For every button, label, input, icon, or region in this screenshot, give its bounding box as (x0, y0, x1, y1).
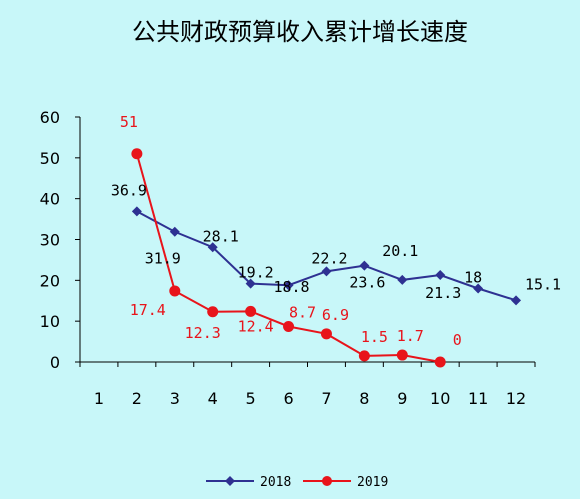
x-tick-label: 5 (246, 389, 256, 408)
data-label-2019: 17.4 (130, 301, 166, 319)
x-tick-label: 9 (397, 389, 407, 408)
legend-label-2019: 2019 (357, 475, 388, 490)
data-label-2018: 15.1 (525, 275, 561, 293)
x-tick-label: 7 (321, 389, 331, 408)
point-2019 (396, 349, 408, 361)
point-2019 (245, 305, 257, 317)
data-label-2019: 51 (120, 113, 138, 131)
point-2018 (473, 283, 484, 294)
point-2018 (207, 242, 218, 253)
x-tick-label: 8 (359, 389, 369, 408)
x-tick-label: 11 (468, 389, 488, 408)
y-tick-label: 50 (40, 149, 60, 168)
point-2019 (320, 328, 332, 340)
data-label-2018: 19.2 (238, 264, 274, 282)
point-2018 (131, 206, 142, 217)
data-label-2018: 36.9 (111, 181, 147, 199)
legend-label-2018: 2018 (260, 475, 291, 490)
x-tick-label: 4 (208, 389, 218, 408)
y-tick-label: 60 (40, 108, 60, 127)
x-tick-label: 1 (94, 389, 104, 408)
data-label-2018: 23.6 (349, 274, 385, 292)
y-tick-label: 10 (40, 312, 60, 331)
point-2018 (283, 280, 294, 291)
x-tick-label: 6 (283, 389, 293, 408)
data-label-2018: 18.8 (273, 278, 309, 296)
y-tick-label: 20 (40, 271, 60, 290)
point-2018 (397, 274, 408, 285)
point-2018 (169, 226, 180, 237)
series-layer (131, 148, 522, 368)
data-label-2018: 20.1 (382, 242, 418, 260)
point-2019 (207, 306, 219, 318)
point-2019 (434, 356, 446, 368)
data-label-2018: 21.3 (425, 284, 461, 302)
data-label-2019: 1.5 (361, 328, 388, 346)
legend-marker-2018 (225, 476, 235, 486)
data-labels: 36.9 31.9 28.1 19.218.822.223.6 20.1 21.318 15… (111, 113, 561, 349)
point-2018 (511, 295, 522, 306)
point-2019 (283, 320, 295, 332)
data-label-2019: 12.3 (185, 324, 221, 342)
x-tick-label: 12 (506, 389, 526, 408)
y-tick-label: 30 (40, 231, 60, 250)
point-2019 (358, 350, 370, 362)
data-label-2018: 18 (464, 269, 482, 287)
data-label-2019: 6.9 (322, 306, 349, 324)
x-tick-label: 3 (170, 389, 180, 408)
legend: 2018 2019 (206, 475, 388, 490)
point-2019 (131, 148, 143, 160)
point-2018 (359, 260, 370, 271)
data-label-2019: 12.4 (238, 317, 274, 335)
y-tick-label: 40 (40, 190, 60, 209)
point-2019 (169, 285, 181, 297)
data-label-2019: 8.7 (289, 303, 316, 321)
data-label-2018: 31.9 (145, 250, 181, 268)
point-2018 (435, 270, 446, 281)
legend-marker-2019 (322, 476, 332, 486)
y-tick-label: 0 (50, 353, 60, 372)
x-tick-label: 2 (132, 389, 142, 408)
data-label-2019: 0 (453, 331, 462, 349)
data-label-2018: 28.1 (203, 227, 239, 245)
point-2018 (321, 266, 332, 277)
data-label-2019: 1.7 (397, 327, 424, 345)
point-2018 (245, 278, 256, 289)
x-tick-label: 10 (430, 389, 450, 408)
chart-title: 公共财政预算收入累计增长速度 (132, 18, 468, 46)
data-label-2018: 22.2 (311, 249, 347, 267)
